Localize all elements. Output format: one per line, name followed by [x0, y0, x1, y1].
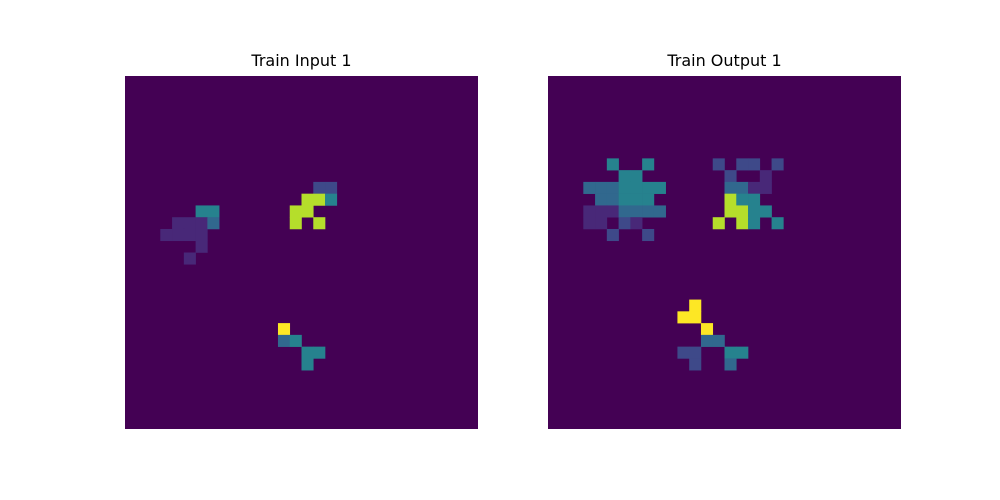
grid-cell — [618, 181, 631, 194]
grid-cell — [724, 346, 737, 359]
grid-cell — [736, 158, 749, 171]
grid-cell — [313, 346, 326, 359]
grid-cell — [642, 158, 655, 171]
grid-cell — [195, 217, 208, 230]
grid-cell — [689, 299, 702, 312]
grid-cell — [771, 217, 784, 230]
grid-cell — [301, 346, 314, 359]
grid-cell — [712, 334, 725, 347]
grid-cell — [653, 205, 666, 218]
grid-cell — [748, 217, 761, 230]
grid-cell — [642, 205, 655, 218]
grid-cell — [759, 181, 772, 194]
grid-cell — [160, 228, 173, 242]
grid-cell — [736, 217, 749, 230]
grid-cell — [700, 323, 714, 336]
grid-background — [125, 76, 478, 429]
grid-cell — [748, 193, 761, 206]
grid-cell — [583, 217, 596, 230]
grid-cell — [618, 205, 631, 218]
grid-cell — [642, 181, 655, 194]
grid-cell — [712, 217, 725, 230]
grid-cell — [700, 334, 714, 347]
grid-cell — [289, 334, 302, 347]
grid-cell — [172, 217, 185, 230]
grid-cell — [606, 205, 619, 218]
grid-cell — [606, 193, 619, 206]
grid-cell — [630, 181, 643, 194]
grid-cell — [748, 181, 761, 194]
grid-cell — [724, 358, 737, 371]
grid-cell — [277, 334, 291, 347]
grid-cell — [313, 193, 326, 206]
grid-cell — [653, 181, 666, 194]
grid-cell — [642, 193, 655, 206]
grid-cell — [677, 311, 690, 324]
grid-cell — [771, 158, 784, 171]
grid-cell — [207, 205, 220, 218]
grid-background — [548, 76, 901, 429]
grid-cell — [748, 158, 761, 171]
grid-cell — [595, 217, 608, 230]
grid-cell — [724, 205, 737, 218]
grid-cell — [630, 170, 643, 183]
grid-cell — [595, 181, 608, 194]
grid-cell — [630, 205, 643, 218]
grid-cell — [595, 193, 608, 206]
grid-cell — [325, 181, 338, 194]
grid-cell — [195, 240, 208, 253]
grid-cell — [301, 193, 314, 206]
grid-cell — [759, 170, 772, 183]
grid-cell — [183, 228, 196, 242]
grid-cell — [724, 193, 737, 206]
grid-cell — [172, 228, 185, 242]
grid-cell — [642, 228, 655, 242]
grid-cell — [313, 217, 326, 230]
grid-cell — [618, 193, 631, 206]
grid-cell — [277, 323, 291, 336]
grid-cell — [618, 217, 631, 230]
grid-cell — [630, 193, 643, 206]
grid-cell — [583, 205, 596, 218]
grid-cell — [195, 205, 208, 218]
grid-output — [548, 76, 901, 429]
panel-title-input: Train Input 1 — [251, 51, 352, 70]
grid-cell — [313, 181, 326, 194]
grid-cell — [325, 193, 338, 206]
panel-title-output: Train Output 1 — [667, 51, 782, 70]
grid-cell — [618, 170, 631, 183]
grid-cell — [595, 205, 608, 218]
grid-cell — [736, 181, 749, 194]
grid-cell — [689, 358, 702, 371]
grid-cell — [583, 181, 596, 194]
grid-cell — [606, 228, 619, 242]
grid-cell — [289, 205, 302, 218]
grid-cell — [724, 181, 737, 194]
grid-cell — [195, 228, 208, 242]
grid-cell — [689, 311, 702, 324]
grid-cell — [712, 158, 725, 171]
grid-cell — [689, 346, 702, 359]
grid-input — [125, 76, 478, 429]
grid-cell — [677, 346, 690, 359]
grid-cell — [736, 205, 749, 218]
grid-cell — [289, 217, 302, 230]
grid-cell — [183, 252, 196, 265]
grid-cell — [759, 205, 772, 218]
grid-cell — [606, 181, 619, 194]
grid-cell — [630, 217, 643, 230]
grid-cell — [183, 217, 196, 230]
grid-cell — [748, 205, 761, 218]
grid-cell — [301, 205, 314, 218]
grid-cell — [606, 158, 619, 171]
grid-cell — [301, 358, 314, 371]
grid-cell — [724, 170, 737, 183]
grid-cell — [736, 346, 749, 359]
grid-cell — [207, 217, 220, 230]
grid-cell — [736, 193, 749, 206]
